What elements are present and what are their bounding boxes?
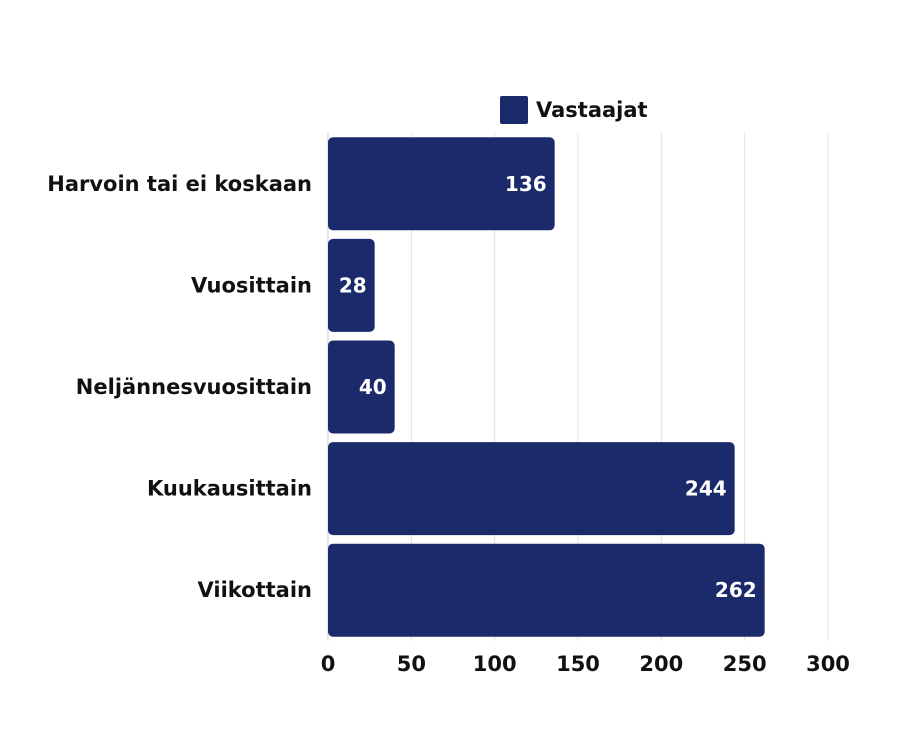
bar — [328, 543, 765, 637]
x-tick-label: 0 — [321, 652, 336, 676]
bars: 136 28 40 244 262 — [328, 137, 765, 637]
bar-value-label: 136 — [505, 172, 547, 196]
legend-swatch — [500, 96, 528, 124]
bar-value-label: 262 — [715, 578, 757, 602]
bar — [328, 137, 555, 231]
category-labels: Harvoin tai ei koskaan Vuosittain Neljänne… — [47, 172, 312, 602]
legend: Vastaajat — [500, 96, 648, 124]
bar-value-label: 28 — [339, 273, 367, 297]
bar — [328, 442, 735, 536]
x-tick-label: 50 — [397, 652, 426, 676]
bar-value-label: 40 — [359, 375, 387, 399]
bar — [328, 340, 395, 434]
legend-label: Vastaajat — [536, 98, 648, 122]
category-label: Viikottain — [197, 578, 312, 602]
bar-value-label: 244 — [685, 477, 727, 501]
x-axis-ticks: 0 50 100 150 200 250 300 — [321, 652, 850, 676]
x-tick-label: 250 — [723, 652, 767, 676]
x-tick-label: 300 — [806, 652, 850, 676]
x-tick-label: 100 — [473, 652, 517, 676]
category-label: Harvoin tai ei koskaan — [47, 172, 312, 196]
bar — [328, 238, 375, 332]
category-label: Neljännesvuosittain — [76, 375, 312, 399]
category-label: Kuukausittain — [147, 477, 312, 501]
x-tick-label: 200 — [639, 652, 683, 676]
x-tick-label: 150 — [556, 652, 600, 676]
category-label: Vuosittain — [191, 273, 312, 297]
